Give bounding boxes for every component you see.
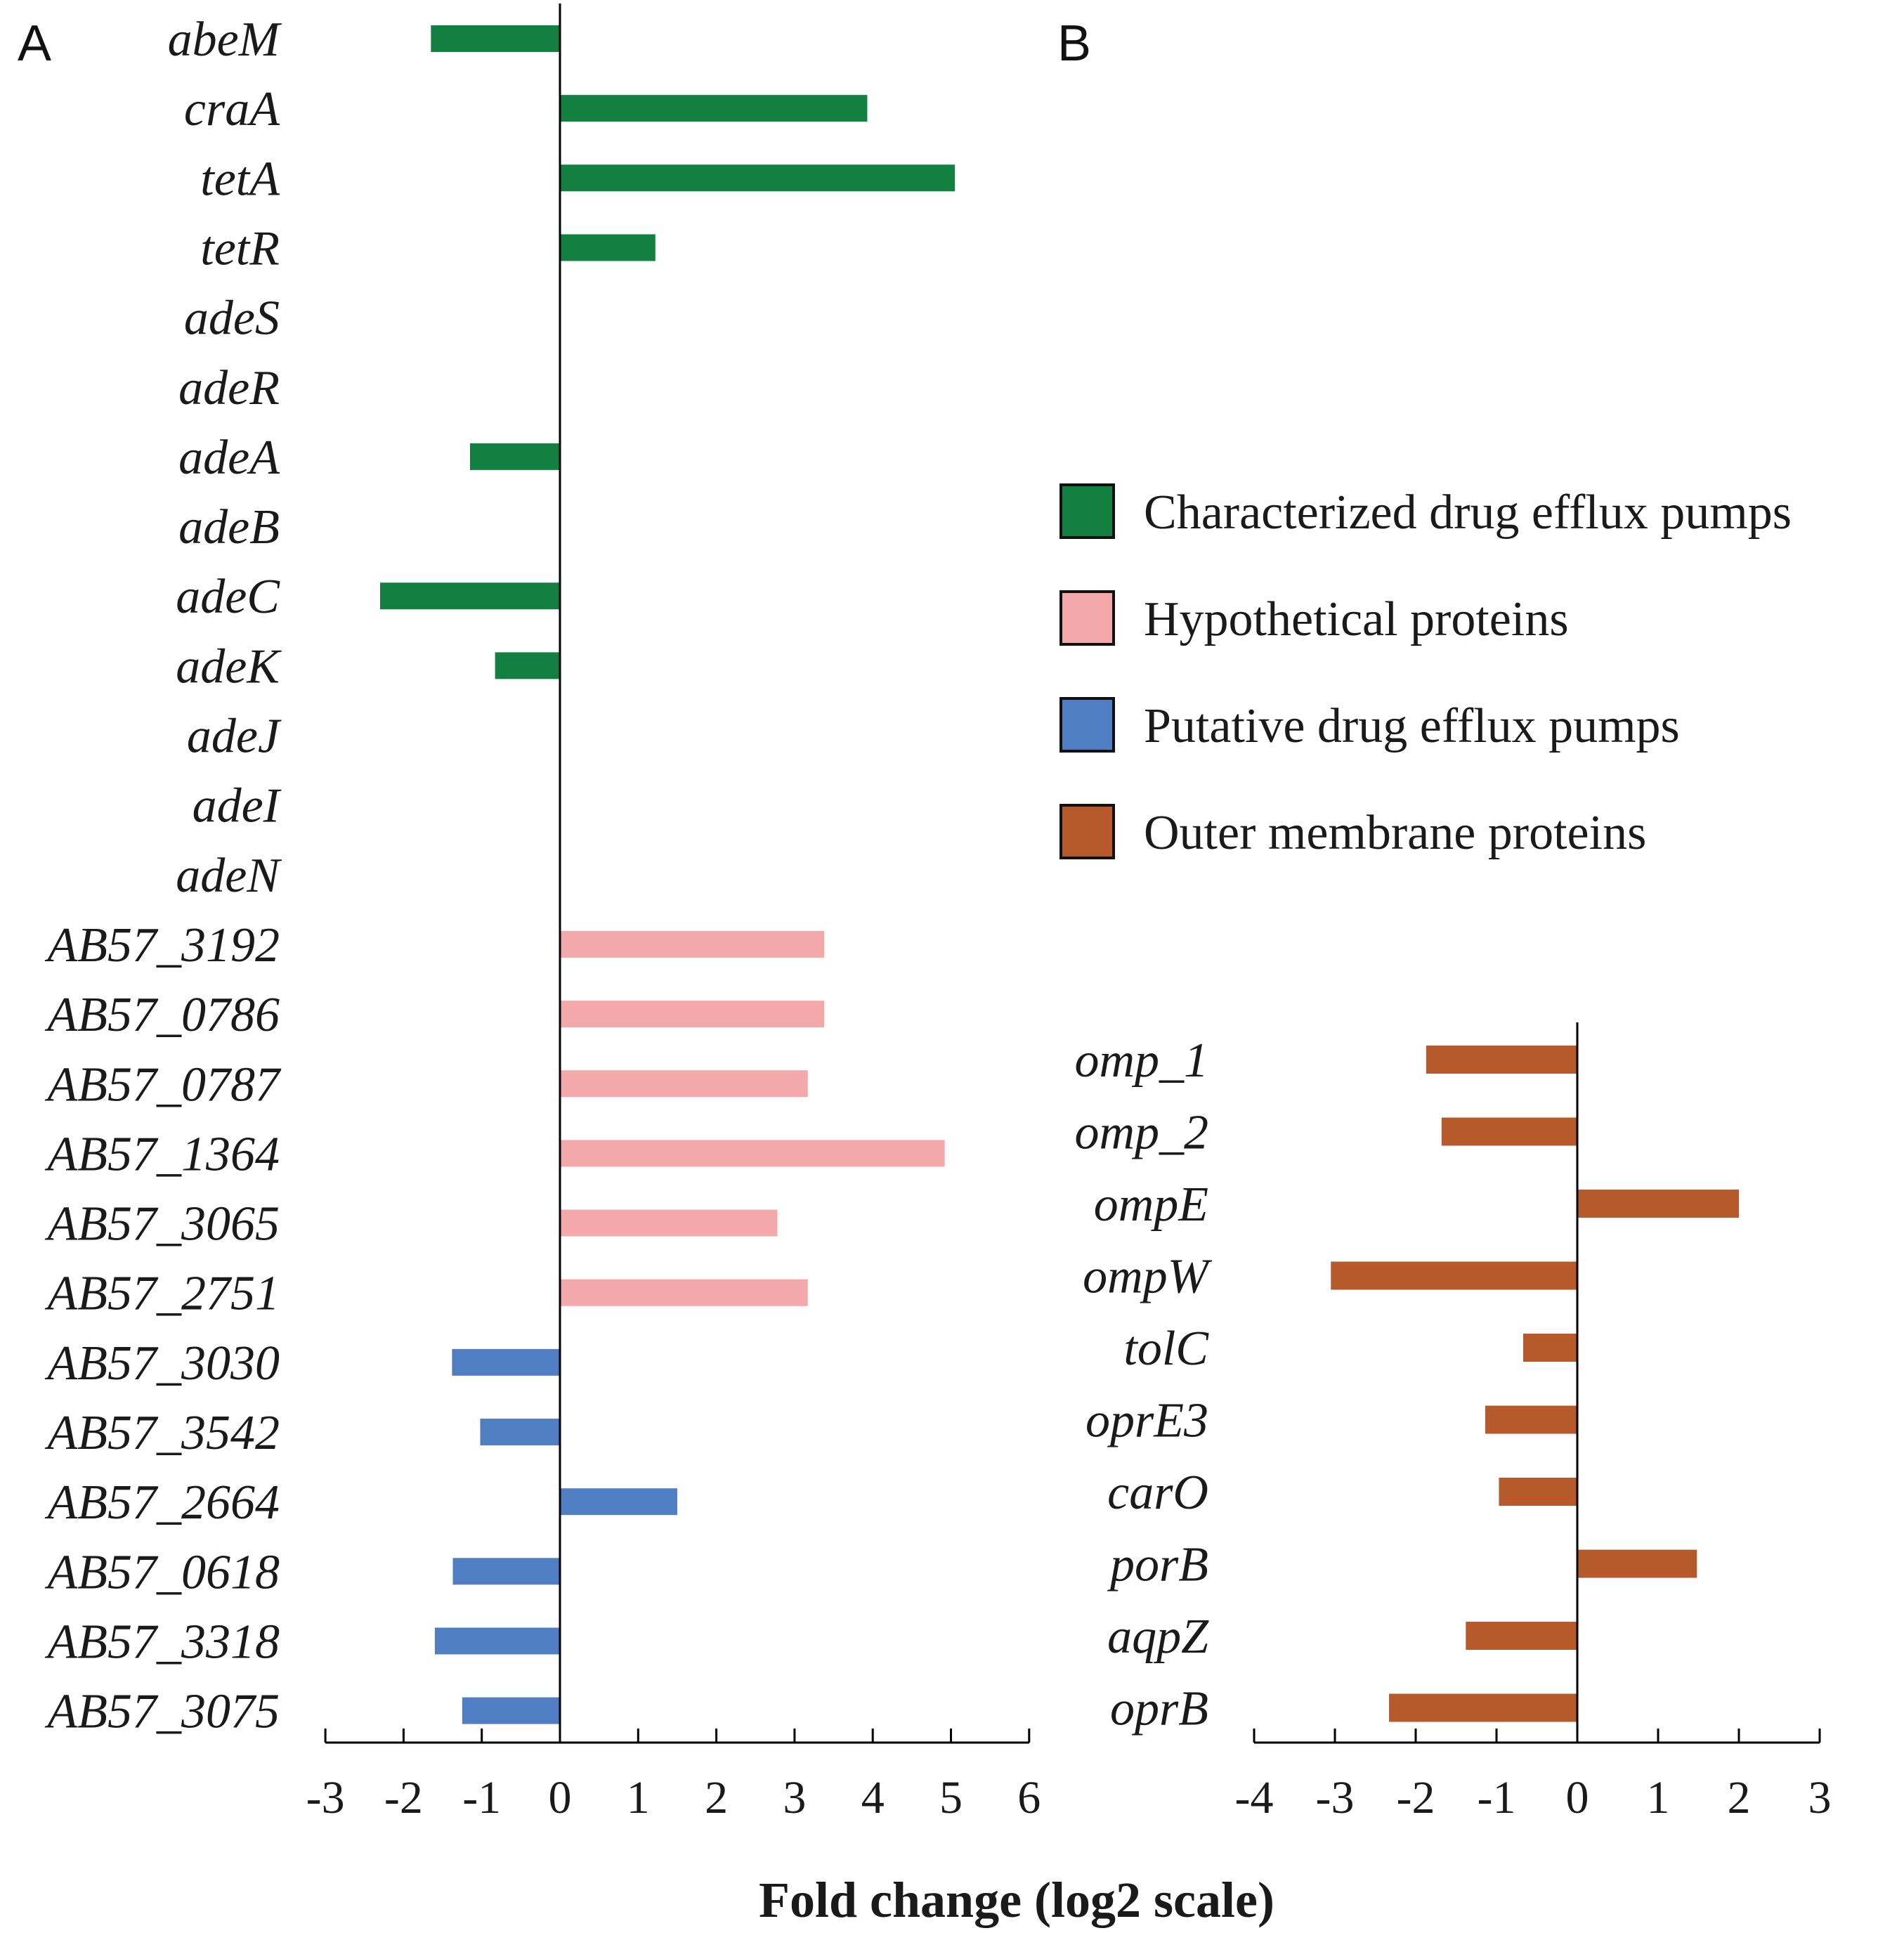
category-label-b-aqpz: aqpZ [1107, 1610, 1209, 1664]
bar-b-oprb [1389, 1693, 1577, 1722]
bar-a-ab57-0787 [560, 1070, 808, 1098]
category-label-a-ab57-2751: AB57_2751 [44, 1267, 280, 1321]
bar-a-ab57-3542 [480, 1419, 560, 1445]
category-label-b-caro: carO [1107, 1466, 1208, 1520]
bar-a-tetr [560, 234, 656, 261]
legend-swatch-hypothetical-proteins [1059, 590, 1115, 646]
category-label-a-adei: adeI [193, 779, 282, 833]
bar-a-abem [431, 25, 560, 52]
legend-label-characterized-drug-efflux-pumps: Characterized drug efflux pumps [1144, 486, 1792, 540]
legend-label-hypothetical-proteins: Hypothetical proteins [1144, 592, 1569, 646]
bar-b-caro [1499, 1478, 1577, 1506]
x-tick-label-a-3: -3 [306, 1772, 345, 1823]
category-label-a-adea: adeA [178, 431, 280, 485]
bar-a-ab57-3075 [462, 1697, 560, 1724]
category-label-a-ab57-0786: AB57_0786 [44, 988, 280, 1042]
x-tick-label-a-1: 1 [627, 1772, 650, 1823]
legend-swatch-putative-drug-efflux-pumps [1059, 697, 1115, 753]
bar-a-ab57-3192 [560, 930, 825, 958]
bar-b-ompe [1577, 1190, 1739, 1218]
bar-a-adea [470, 443, 560, 470]
x-tick-label-a-4: 4 [861, 1772, 885, 1823]
category-label-b-opre3: oprE3 [1085, 1394, 1208, 1448]
bar-b-opre3 [1485, 1405, 1577, 1434]
category-label-b-tolc: tolC [1123, 1322, 1209, 1376]
bar-a-adek [495, 652, 560, 679]
bar-a-ab57-2664 [560, 1488, 677, 1516]
x-tick-label-b-4: -4 [1235, 1772, 1274, 1823]
bar-a-craa [560, 95, 868, 122]
legend: Characterized drug efflux pumps Hypotheti… [1059, 483, 1792, 860]
panel-b-label: B [1057, 15, 1091, 72]
category-label-a-abem: abeM [168, 13, 282, 67]
panel-b-chart: omp_1 omp_2 ompE ompW tolC oprE3 carO porB aqpZ o… [1074, 1022, 1832, 1823]
bar-b-aqpz [1466, 1622, 1577, 1650]
legend-label-putative-drug-efflux-pumps: Putative drug efflux pumps [1144, 699, 1680, 753]
x-tick-label-b-3: -3 [1316, 1772, 1355, 1823]
category-label-a-adej: adeJ [187, 710, 282, 764]
x-tick-label-a-1: -1 [462, 1772, 501, 1823]
x-tick-label-b-1: 1 [1647, 1772, 1670, 1823]
bar-b-porb [1577, 1549, 1697, 1578]
x-axis-label: Fold change (log2 scale) [759, 1872, 1274, 1928]
category-label-a-ab57-0787: AB57_0787 [44, 1057, 282, 1112]
x-tick-label-a-3: 3 [783, 1772, 806, 1823]
x-tick-label-a-6: 6 [1017, 1772, 1041, 1823]
category-label-a-ab57-3318: AB57_3318 [44, 1615, 280, 1669]
category-label-b-ompw: ompW [1083, 1250, 1213, 1304]
bar-a-ab57-3065 [560, 1209, 778, 1237]
category-label-b-omp-1: omp_1 [1074, 1034, 1208, 1088]
bar-a-ab57-0618 [452, 1558, 560, 1585]
x-tick-label-a-5: 5 [939, 1772, 963, 1823]
category-label-a-ab57-3542: AB57_3542 [44, 1406, 280, 1460]
x-tick-label-a-2: -2 [384, 1772, 423, 1823]
category-label-b-oprb: oprB [1110, 1682, 1208, 1736]
category-label-a-teta: tetA [200, 152, 280, 206]
category-label-a-adeb: adeB [178, 500, 280, 554]
category-label-a-adek: adeK [176, 639, 282, 694]
bar-a-ab57-1364 [560, 1140, 945, 1167]
bar-b-omp-2 [1441, 1117, 1577, 1146]
category-label-a-craa: craA [184, 82, 280, 136]
x-tick-label-b-2: 2 [1728, 1772, 1751, 1823]
bar-a-ab57-2751 [560, 1279, 808, 1306]
bar-a-teta [560, 164, 956, 192]
category-label-a-ab57-0618: AB57_0618 [44, 1545, 280, 1599]
category-label-a-ab57-3192: AB57_3192 [44, 918, 280, 972]
x-tick-label-b-0: 0 [1566, 1772, 1589, 1823]
panel-a-chart: abeM craA tetA tetR adeS adeR adeA adeB adeC adeK… [44, 4, 1041, 1823]
x-tick-label-b-1: -1 [1478, 1772, 1516, 1823]
category-label-a-aden: adeN [176, 849, 282, 903]
legend-swatch-characterized-drug-efflux-pumps [1059, 483, 1115, 539]
category-label-a-ab57-3075: AB57_3075 [44, 1685, 280, 1739]
bar-a-adec [380, 582, 560, 610]
legend-swatch-outer-membrane-proteins [1059, 804, 1115, 859]
bar-a-ab57-0786 [560, 1001, 825, 1028]
category-label-b-ompe: ompE [1094, 1178, 1208, 1232]
bar-b-ompw [1331, 1261, 1577, 1290]
bar-a-ab57-3318 [434, 1627, 560, 1655]
category-label-a-ab57-3065: AB57_3065 [44, 1197, 280, 1251]
category-label-a-ab57-3030: AB57_3030 [44, 1336, 280, 1391]
category-label-a-ab57-2664: AB57_2664 [44, 1476, 280, 1530]
category-label-a-tetr: tetR [200, 221, 280, 275]
x-tick-label-a-0: 0 [549, 1772, 572, 1823]
category-label-a-ader: adeR [178, 361, 280, 415]
category-label-a-adec: adeC [176, 570, 280, 624]
category-label-a-ades: adeS [184, 292, 280, 346]
bar-a-ab57-3030 [452, 1348, 560, 1376]
legend-label-outer-membrane-proteins: Outer membrane proteins [1144, 806, 1646, 860]
x-tick-label-b-2: -2 [1397, 1772, 1435, 1823]
x-tick-label-a-2: 2 [705, 1772, 728, 1823]
category-label-b-omp-2: omp_2 [1074, 1106, 1208, 1160]
panel-a-label: A [18, 15, 51, 72]
bar-b-omp-1 [1426, 1046, 1577, 1074]
category-label-b-porb: porB [1107, 1538, 1208, 1592]
category-label-a-ab57-1364: AB57_1364 [44, 1127, 280, 1181]
x-tick-label-b-3: 3 [1808, 1772, 1832, 1823]
bar-b-tolc [1522, 1334, 1577, 1362]
